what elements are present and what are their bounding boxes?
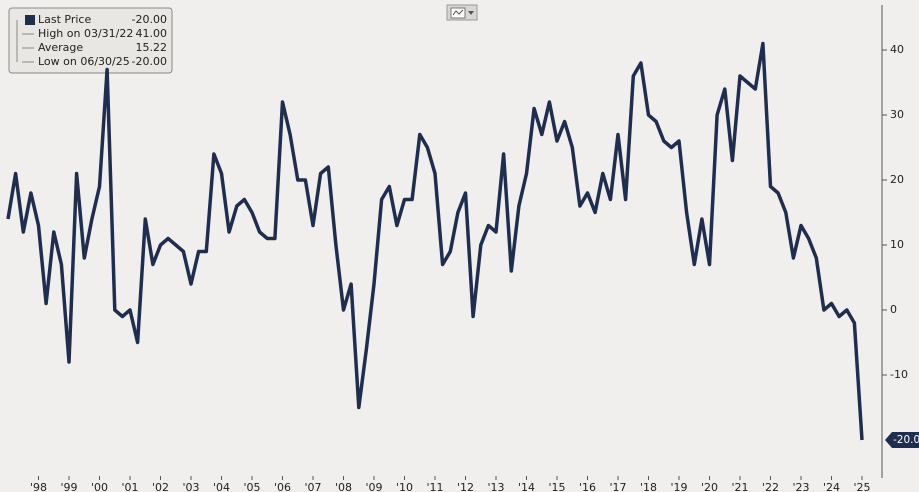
legend-label: Low on 06/30/25: [38, 55, 130, 68]
x-tick-label: '20: [701, 481, 718, 492]
x-tick-label: '06: [274, 481, 291, 492]
y-tick-label: 30: [890, 108, 904, 121]
last-price-label: -20.00: [893, 434, 919, 446]
dropdown-arrow: [468, 11, 474, 15]
x-tick-label: '99: [60, 481, 77, 492]
x-tick-label: '07: [304, 481, 321, 492]
legend-box: [8, 7, 173, 74]
x-tick-label: '01: [121, 481, 138, 492]
x-tick-label: '24: [823, 481, 840, 492]
legend-label: Average: [38, 41, 83, 54]
x-tick-label: '17: [609, 481, 626, 492]
x-tick-label: '12: [457, 481, 474, 492]
y-tick-label: 40: [890, 43, 904, 56]
legend-swatch: [25, 15, 35, 25]
x-tick-label: '23: [792, 481, 809, 492]
x-tick-label: '08: [335, 481, 352, 492]
toolbar-button[interactable]: [446, 4, 478, 21]
price-line: [6, 41, 864, 441]
x-tick-label: '03: [182, 481, 199, 492]
x-tick-label: '16: [579, 481, 596, 492]
legend-label: High on 03/31/22: [38, 27, 133, 40]
legend-value: -20.00: [132, 13, 167, 26]
x-tick-label: '09: [365, 481, 382, 492]
chart-icon-line: [452, 9, 464, 16]
last-price-tag: [885, 432, 919, 448]
x-tick-label: '10: [396, 481, 413, 492]
legend-value: -20.00: [132, 55, 167, 68]
legend-value: 15.22: [136, 41, 168, 54]
y-tick-label: 20: [890, 173, 904, 186]
x-tick-label: '22: [762, 481, 779, 492]
x-tick-label: '14: [518, 481, 535, 492]
y-tick-label: 0: [890, 303, 897, 316]
x-tick-label: '02: [152, 481, 169, 492]
legend-value: 41.00: [136, 27, 168, 40]
x-tick-label: '11: [426, 481, 443, 492]
x-tick-label: '18: [640, 481, 657, 492]
y-tick-label: 10: [890, 238, 904, 251]
x-tick-label: '00: [91, 481, 108, 492]
x-tick-label: '98: [30, 481, 47, 492]
legend-label: Last Price: [38, 13, 91, 26]
x-tick-label: '19: [670, 481, 687, 492]
x-tick-label: '05: [243, 481, 260, 492]
x-tick-label: '04: [213, 481, 230, 492]
y-tick-label: -10: [890, 368, 908, 381]
x-tick-label: '21: [731, 481, 748, 492]
x-tick-label: '25: [853, 481, 870, 492]
x-tick-label: '13: [487, 481, 504, 492]
x-tick-label: '15: [548, 481, 565, 492]
